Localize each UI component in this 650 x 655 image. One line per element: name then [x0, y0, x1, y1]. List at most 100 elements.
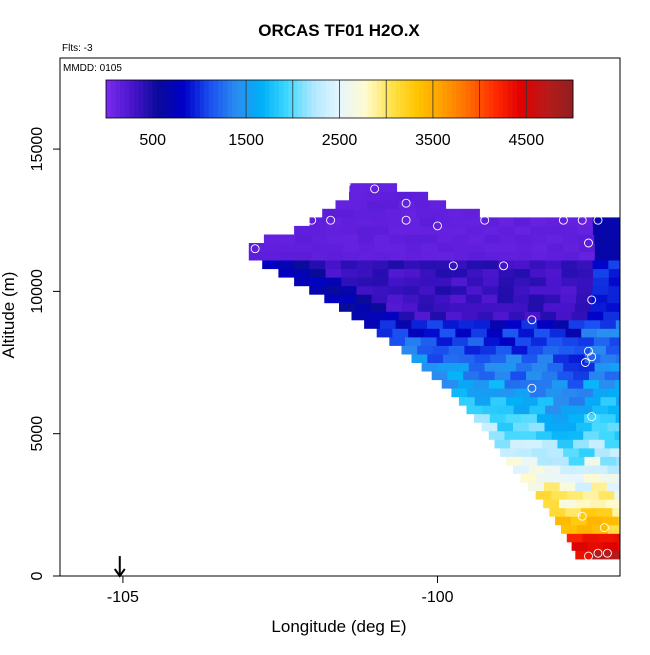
heatmap-cell: [419, 225, 437, 235]
heatmap-cell: [279, 234, 296, 244]
colorbar-segment: [353, 80, 359, 118]
heatmap-cell: [546, 336, 563, 346]
colorbar-segment: [316, 80, 322, 118]
measurement-point: [527, 315, 537, 325]
heatmap-cell: [544, 422, 561, 432]
heatmap-cell: [559, 482, 576, 492]
heatmap-cell: [543, 482, 561, 492]
heatmap-cell: [577, 268, 594, 278]
heatmap-cell: [537, 456, 554, 466]
measurement-point: [401, 198, 411, 208]
heatmap-cell: [262, 260, 279, 270]
colorbar-segment: [465, 80, 471, 118]
heatmap-cell: [527, 302, 544, 312]
heatmap-cell: [530, 388, 547, 398]
heatmap-cell: [528, 294, 545, 304]
heatmap-cell: [608, 217, 621, 227]
colorbar-segment: [283, 80, 289, 118]
heatmap-cell: [574, 345, 591, 355]
heatmap-cell: [421, 243, 438, 252]
heatmap-cell: [405, 234, 422, 244]
measurement-point: [326, 215, 336, 225]
heatmap-cell: [512, 302, 529, 312]
heatmap-cell: [325, 225, 342, 235]
colorbar-tick-label: 4500: [509, 132, 545, 149]
colorbar-segment: [540, 80, 546, 118]
heatmap-cell: [432, 208, 449, 218]
heatmap-cell: [466, 217, 484, 227]
heatmap-cell: [499, 234, 516, 244]
heatmap-cell: [464, 345, 481, 355]
heatmap-cell: [618, 516, 621, 526]
heatmap-cell: [521, 319, 538, 329]
colorbar-segment: [502, 80, 509, 118]
heatmap-cell: [406, 251, 423, 261]
heatmap-cell: [474, 396, 491, 406]
colorbar-segment: [372, 80, 378, 118]
heatmap-cell: [421, 362, 438, 372]
heatmap-cell: [439, 328, 456, 338]
heatmap-cell: [365, 183, 382, 193]
heatmap-cell: [379, 319, 397, 329]
heatmap-cell: [574, 499, 591, 509]
colorbar-segment: [213, 80, 219, 118]
heatmap-cell: [325, 217, 342, 227]
colorbar-segment: [460, 80, 466, 118]
heatmap-cell: [561, 268, 578, 278]
heatmap-cell: [364, 191, 381, 201]
heatmap-cell: [514, 388, 531, 398]
colorbar-tick-label: 2500: [322, 132, 358, 149]
y-tick-label: 5000: [29, 416, 46, 452]
heatmap-cell: [567, 490, 584, 500]
heatmap-cell: [578, 336, 595, 346]
heatmap-cell: [395, 319, 412, 329]
heatmap-cell: [613, 533, 621, 543]
measurement-point: [250, 244, 260, 254]
heatmap-cell: [466, 285, 483, 295]
heatmap-cell: [527, 345, 544, 355]
heatmap-cell: [529, 285, 546, 295]
colorbar-segment: [563, 80, 569, 118]
heatmap-cell: [610, 362, 621, 372]
heatmap-cell: [498, 277, 515, 287]
heatmap-cell: [437, 251, 454, 261]
heatmap-cell: [389, 234, 406, 244]
heatmap-cell: [327, 243, 344, 252]
heatmap-cell: [543, 302, 560, 312]
heatmap-cell: [498, 225, 515, 235]
heatmap-cell: [494, 371, 511, 381]
heatmap-cell: [565, 328, 582, 338]
heatmap-cell: [468, 362, 485, 372]
heatmap-cell: [510, 371, 527, 381]
colorbar-segment: [516, 80, 523, 118]
heatmap-cell: [374, 251, 391, 261]
heatmap-cell: [294, 225, 311, 235]
heatmap-cell: [504, 430, 521, 440]
y-tick-label: 0: [29, 571, 46, 580]
heatmap-cell: [500, 243, 517, 252]
heatmap-cell: [372, 217, 389, 227]
heatmap-cell: [471, 328, 488, 338]
heatmap-cell: [571, 311, 588, 321]
heatmap-cell: [610, 251, 621, 261]
heatmap-cell: [541, 439, 558, 449]
heatmap-cell: [474, 413, 491, 423]
colorbar-segment: [199, 80, 205, 118]
heatmap-cell: [411, 319, 428, 329]
heatmap-cell: [467, 388, 484, 398]
heatmap-cell: [458, 354, 475, 363]
heatmap-cell: [481, 422, 498, 432]
heatmap-cell: [588, 439, 606, 449]
heatmap-cell: [592, 277, 610, 287]
heatmap-cell: [437, 243, 454, 252]
heatmap-cell: [327, 251, 344, 261]
heatmap-cell: [578, 447, 595, 457]
colorbar-segment: [400, 80, 406, 118]
heatmap-cell: [294, 268, 311, 278]
heatmap-cell: [545, 217, 562, 227]
heatmap-cell: [536, 430, 553, 440]
colorbar-segment: [134, 80, 140, 118]
heatmap-cell: [449, 302, 466, 312]
